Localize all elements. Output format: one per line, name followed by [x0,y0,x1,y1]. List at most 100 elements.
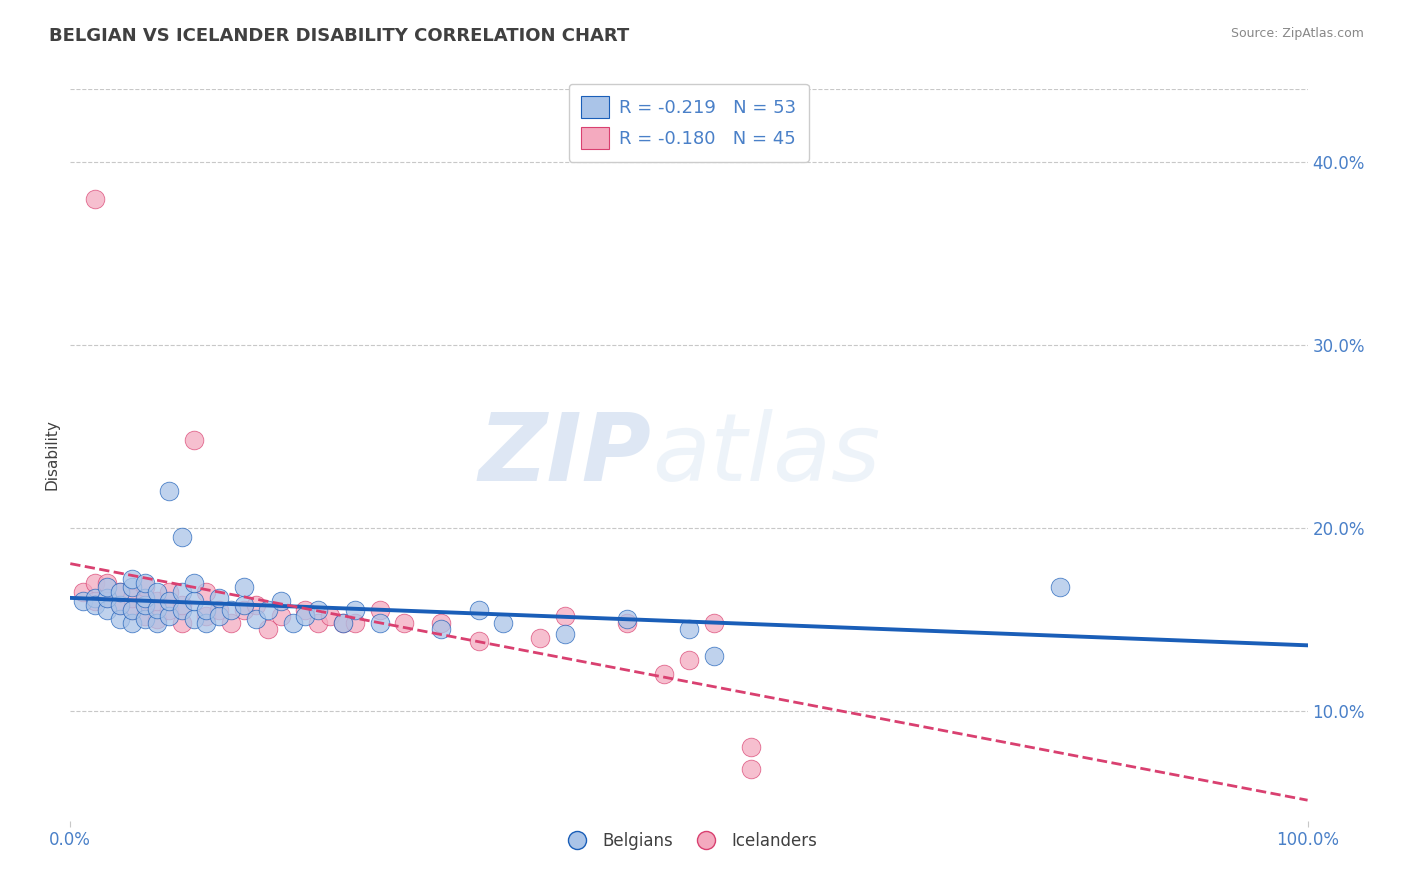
Point [84,598,107,612]
Point [157,603,180,617]
Point [183,576,205,591]
Point [146,601,169,615]
Point [96,603,118,617]
Point [134,591,156,605]
Point [121,591,143,605]
Point [554,608,576,623]
Point [134,576,156,591]
Point [332,616,354,631]
Point [232,580,254,594]
Point [219,616,242,631]
Point [678,653,700,667]
Point [183,594,205,608]
Point [146,616,169,631]
Point [307,616,329,631]
Legend: Belgians, Icelanders: Belgians, Icelanders [554,825,824,856]
Point [368,616,391,631]
Point [245,598,267,612]
Point [108,613,131,627]
Point [146,613,169,627]
Point [146,594,169,608]
Point [467,634,489,648]
Point [554,627,576,641]
Point [294,603,316,617]
Point [96,580,118,594]
Point [208,603,231,617]
Point [121,603,143,617]
Point [332,616,354,631]
Point [616,616,638,631]
Point [208,608,231,623]
Point [270,594,292,608]
Point [281,616,304,631]
Text: BELGIAN VS ICELANDER DISABILITY CORRELATION CHART: BELGIAN VS ICELANDER DISABILITY CORRELAT… [49,27,630,45]
Point [703,616,725,631]
Point [72,594,94,608]
Point [134,613,156,627]
Point [257,622,280,636]
Text: atlas: atlas [652,409,880,500]
Point [394,616,416,631]
Point [245,613,267,627]
Point [183,613,205,627]
Point [134,608,156,623]
Point [96,591,118,605]
Point [195,616,218,631]
Point [232,598,254,612]
Point [430,616,453,631]
Point [343,603,366,617]
Y-axis label: Disability: Disability [44,419,59,491]
Point [108,598,131,612]
Point [467,603,489,617]
Point [108,585,131,599]
Point [84,594,107,608]
Point [121,572,143,586]
Point [368,603,391,617]
Point [170,530,193,544]
Point [307,603,329,617]
Point [1049,580,1071,594]
Point [146,585,169,599]
Point [616,613,638,627]
Point [121,603,143,617]
Point [294,608,316,623]
Point [157,608,180,623]
Point [72,585,94,599]
Point [195,603,218,617]
Point [740,763,762,777]
Point [492,616,515,631]
Point [157,594,180,608]
Point [219,603,242,617]
Point [134,594,156,608]
Point [157,585,180,599]
Point [195,585,218,599]
Point [96,591,118,605]
Point [84,591,107,605]
Point [678,622,700,636]
Point [170,616,193,631]
Point [170,603,193,617]
Point [270,608,292,623]
Point [652,667,675,681]
Point [529,631,551,645]
Point [170,585,193,599]
Point [96,576,118,591]
Point [740,740,762,755]
Point [121,616,143,631]
Point [108,598,131,612]
Text: ZIP: ZIP [479,409,652,501]
Point [430,622,453,636]
Point [84,192,107,206]
Point [170,598,193,612]
Point [703,649,725,664]
Point [343,616,366,631]
Point [157,484,180,499]
Point [319,608,342,623]
Point [195,608,218,623]
Point [208,591,231,605]
Point [134,580,156,594]
Point [84,576,107,591]
Point [232,603,254,617]
Point [108,585,131,599]
Text: Source: ZipAtlas.com: Source: ZipAtlas.com [1230,27,1364,40]
